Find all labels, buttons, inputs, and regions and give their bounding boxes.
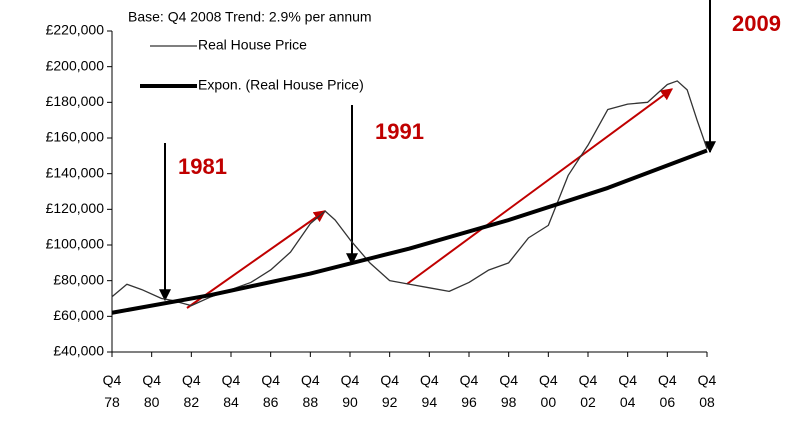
y-tick-label: £220,000 <box>46 22 105 38</box>
x-tick-label: Q4 94 <box>419 372 439 410</box>
x-tick-label: Q4 82 <box>181 372 201 410</box>
x-tick-label: Q4 90 <box>340 372 360 410</box>
annotation: 2009 <box>732 11 781 36</box>
y-tick-label: £200,000 <box>46 57 105 73</box>
x-tick-label: Q4 98 <box>499 372 518 410</box>
legend-label: Expon. (Real House Price) <box>198 77 364 93</box>
line <box>111 148 708 315</box>
y-tick-label: £120,000 <box>46 200 105 216</box>
x-tick-label: Q4 08 <box>697 372 717 410</box>
line <box>111 80 708 307</box>
annotation: 1981 <box>178 154 227 179</box>
x-tick-label: Q4 80 <box>142 372 161 410</box>
x-tick-label: Q4 88 <box>300 372 320 410</box>
y-tick-label: £180,000 <box>46 93 105 109</box>
y-tick-label: £140,000 <box>46 164 105 180</box>
annotation: 1991 <box>375 119 424 144</box>
x-tick-label: Q4 86 <box>261 372 280 410</box>
legend-label: Real House Price <box>198 37 307 53</box>
y-tick-label: £60,000 <box>53 307 104 323</box>
x-tick-label: Q4 04 <box>618 372 637 410</box>
y-tick-label: £80,000 <box>53 271 104 287</box>
y-tick-label: £160,000 <box>46 129 105 145</box>
red-arrow <box>186 210 326 309</box>
x-tick-label: Q4 02 <box>578 372 598 410</box>
y-tick-label: £40,000 <box>53 343 104 359</box>
x-tick-label: Q4 78 <box>102 372 122 410</box>
x-tick-label: Q4 92 <box>380 372 399 410</box>
subtitle: Base: Q4 2008 Trend: 2.9% per annum <box>128 9 372 25</box>
x-tick-label: Q4 06 <box>657 372 677 410</box>
x-tick-label: Q4 96 <box>459 372 479 410</box>
red-arrow <box>406 88 673 285</box>
x-tick-label: Q4 00 <box>538 372 558 410</box>
y-tick-label: £100,000 <box>46 236 105 252</box>
x-tick-label: Q4 84 <box>221 372 241 410</box>
